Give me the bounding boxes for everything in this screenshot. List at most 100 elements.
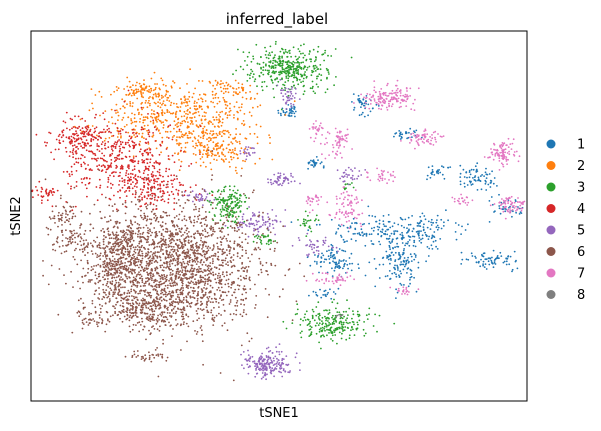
data-point <box>267 216 270 219</box>
data-point <box>210 121 213 124</box>
data-point <box>181 136 184 138</box>
data-point <box>209 199 211 202</box>
data-point <box>378 314 381 317</box>
data-point <box>149 148 152 151</box>
data-point <box>154 251 157 254</box>
data-point <box>519 211 522 214</box>
data-point <box>181 280 184 282</box>
data-point <box>170 233 173 236</box>
data-point <box>417 266 420 269</box>
data-point <box>339 317 342 320</box>
data-point <box>240 303 242 305</box>
data-point <box>161 195 164 197</box>
data-point <box>92 107 94 110</box>
data-point <box>162 338 165 341</box>
data-point <box>282 89 285 91</box>
data-point <box>203 199 206 202</box>
data-point <box>237 226 239 229</box>
data-point <box>254 304 257 306</box>
data-point <box>174 124 177 126</box>
data-point <box>136 97 139 100</box>
data-point <box>75 185 78 188</box>
data-point <box>151 116 154 119</box>
data-point <box>246 155 248 158</box>
data-point <box>200 225 203 227</box>
data-point <box>300 61 303 64</box>
data-point <box>262 69 264 72</box>
data-point <box>432 222 434 224</box>
data-point <box>142 177 145 180</box>
data-point <box>133 145 136 148</box>
data-point <box>369 110 372 113</box>
data-point <box>420 230 422 233</box>
data-point <box>363 223 365 225</box>
data-point <box>265 50 268 53</box>
data-point <box>171 335 173 337</box>
data-point <box>157 183 159 186</box>
data-point <box>206 247 209 250</box>
data-point <box>338 248 341 250</box>
data-point <box>345 260 347 262</box>
data-point <box>89 128 92 131</box>
data-point <box>459 183 462 186</box>
data-point <box>310 333 313 336</box>
data-point <box>145 252 148 255</box>
data-point <box>360 228 363 231</box>
data-point <box>174 259 177 262</box>
data-point <box>256 105 259 108</box>
data-point <box>358 232 361 234</box>
data-point <box>316 263 318 265</box>
data-point <box>272 70 274 73</box>
data-point <box>393 266 395 269</box>
data-point <box>285 327 288 330</box>
data-point <box>168 111 171 113</box>
data-point <box>280 350 283 353</box>
data-point <box>356 177 358 180</box>
data-point <box>311 160 314 163</box>
data-point <box>152 208 154 211</box>
data-point <box>262 367 265 370</box>
data-point <box>345 338 348 341</box>
data-point <box>202 127 205 130</box>
data-point <box>183 115 186 117</box>
data-point <box>173 120 176 123</box>
data-point <box>109 164 112 166</box>
data-point <box>141 278 144 280</box>
data-point <box>82 161 85 164</box>
data-point <box>367 103 370 106</box>
data-point <box>237 82 240 84</box>
data-point <box>138 121 141 123</box>
data-point <box>94 137 97 139</box>
data-point <box>401 133 404 136</box>
data-point <box>269 54 272 57</box>
data-point <box>113 143 116 145</box>
data-point <box>210 228 212 231</box>
data-point <box>121 177 123 180</box>
data-point <box>347 314 349 316</box>
data-point <box>203 125 206 128</box>
data-point <box>81 117 84 120</box>
data-point <box>134 248 136 251</box>
data-point <box>252 58 255 60</box>
data-point <box>220 227 223 230</box>
data-point <box>130 88 133 91</box>
data-point <box>93 127 96 130</box>
data-point <box>222 159 225 162</box>
data-point <box>104 131 107 134</box>
data-point <box>156 162 159 164</box>
data-point <box>136 264 139 267</box>
data-point <box>83 131 86 134</box>
data-point <box>323 261 325 263</box>
data-point <box>279 172 282 175</box>
data-point <box>176 106 179 108</box>
data-point <box>206 278 209 281</box>
data-point <box>194 206 197 208</box>
data-point <box>274 247 276 250</box>
data-point <box>236 93 239 96</box>
data-point <box>196 101 198 104</box>
data-point <box>202 308 205 311</box>
data-point <box>204 282 207 285</box>
data-point <box>492 182 495 185</box>
data-point <box>258 359 260 362</box>
data-point <box>417 261 420 264</box>
